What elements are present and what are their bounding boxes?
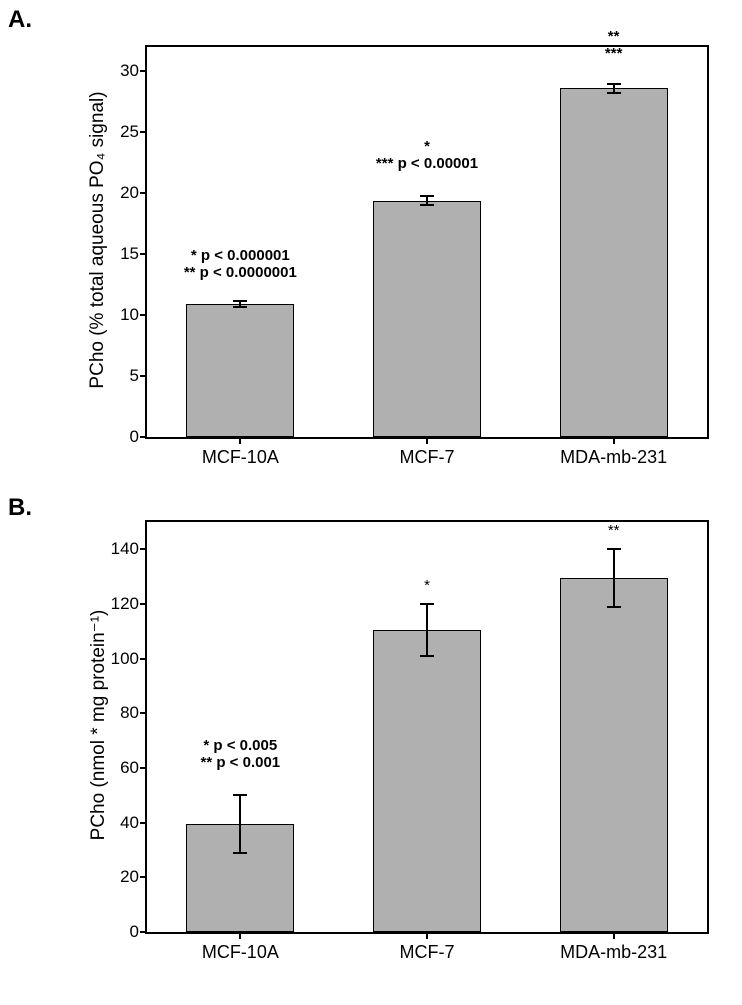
ytick-label: 100 [111, 649, 139, 669]
error-bar-cap [233, 852, 247, 854]
ytick [140, 931, 147, 933]
panel-label-a: A. [8, 6, 32, 34]
ytick [140, 603, 147, 605]
annotation-line: ** [608, 522, 620, 539]
panel-label-b: B. [8, 494, 32, 522]
ytick [140, 131, 147, 133]
annotation-line: *** [605, 45, 623, 62]
xtick [613, 437, 615, 444]
x-category-label: MCF-7 [400, 447, 455, 468]
y-axis-label-b: PCho (nmol * mg protein⁻¹) [87, 520, 110, 930]
bar-annotation: **** p < 0.00001 [376, 138, 478, 172]
plot-area-b: 020406080100120140MCF-10A* p < 0.005** p… [145, 520, 709, 934]
x-category-label: MDA-mb-231 [560, 942, 667, 963]
error-bar-cap [607, 83, 621, 85]
ytick-label: 5 [130, 366, 139, 386]
ytick-label: 120 [111, 594, 139, 614]
error-bar-cap [420, 195, 434, 197]
ytick-label: 25 [120, 122, 139, 142]
ytick [140, 822, 147, 824]
bar [560, 578, 668, 932]
x-category-label: MCF-10A [202, 942, 279, 963]
ytick-label: 80 [120, 703, 139, 723]
xtick [239, 932, 241, 939]
ytick-label: 60 [120, 758, 139, 778]
error-bar-cap [607, 606, 621, 608]
ytick-label: 40 [120, 813, 139, 833]
error-bar-line [239, 795, 241, 852]
figure-root: A.051015202530MCF-10A* p < 0.000001** p … [0, 0, 742, 1005]
y-axis-label-a: PCho (% total aqueous PO₄ signal) [87, 45, 109, 435]
bar-annotation: * p < 0.005** p < 0.001 [201, 737, 281, 771]
bar [373, 201, 481, 437]
ytick [140, 253, 147, 255]
ytick-label: 0 [130, 427, 139, 447]
bar [560, 88, 668, 437]
bar-annotation: ** [608, 522, 620, 539]
ytick [140, 436, 147, 438]
ytick-label: 20 [120, 183, 139, 203]
annotation-line: *** p < 0.00001 [376, 155, 478, 172]
ytick [140, 192, 147, 194]
ytick [140, 712, 147, 714]
ytick [140, 658, 147, 660]
x-category-label: MCF-10A [202, 447, 279, 468]
ytick-label: 15 [120, 244, 139, 264]
error-bar-line [613, 549, 615, 606]
xtick [239, 437, 241, 444]
error-bar-cap [233, 306, 247, 308]
ytick [140, 548, 147, 550]
ytick-label: 10 [120, 305, 139, 325]
annotation-line: * [424, 577, 430, 594]
ytick [140, 375, 147, 377]
x-category-label: MCF-7 [400, 942, 455, 963]
annotation-line: * p < 0.000001 [184, 247, 297, 264]
ytick-label: 0 [130, 922, 139, 942]
error-bar-cap [233, 300, 247, 302]
error-bar-cap [420, 603, 434, 605]
bar [186, 304, 294, 437]
error-bar-cap [420, 655, 434, 657]
xtick [426, 932, 428, 939]
ytick-label: 20 [120, 867, 139, 887]
error-bar-cap [607, 92, 621, 94]
annotation-line: ** p < 0.0000001 [184, 264, 297, 281]
ytick-label: 30 [120, 61, 139, 81]
error-bar-cap [420, 204, 434, 206]
bar-annotation: ***** [605, 28, 623, 62]
ytick-label: 140 [111, 539, 139, 559]
ytick [140, 876, 147, 878]
bar-annotation: * p < 0.000001** p < 0.0000001 [184, 247, 297, 281]
bar-annotation: * [424, 577, 430, 594]
annotation-line: ** p < 0.001 [201, 754, 281, 771]
annotation-line: * p < 0.005 [201, 737, 281, 754]
xtick [426, 437, 428, 444]
plot-area-a: 051015202530MCF-10A* p < 0.000001** p < … [145, 45, 709, 439]
error-bar-line [426, 604, 428, 656]
ytick [140, 314, 147, 316]
error-bar-cap [607, 548, 621, 550]
xtick [613, 932, 615, 939]
x-category-label: MDA-mb-231 [560, 447, 667, 468]
ytick [140, 767, 147, 769]
annotation-line: ** [605, 28, 623, 45]
ytick [140, 70, 147, 72]
error-bar-cap [233, 794, 247, 796]
annotation-line: * [376, 138, 478, 155]
bar [373, 630, 481, 932]
